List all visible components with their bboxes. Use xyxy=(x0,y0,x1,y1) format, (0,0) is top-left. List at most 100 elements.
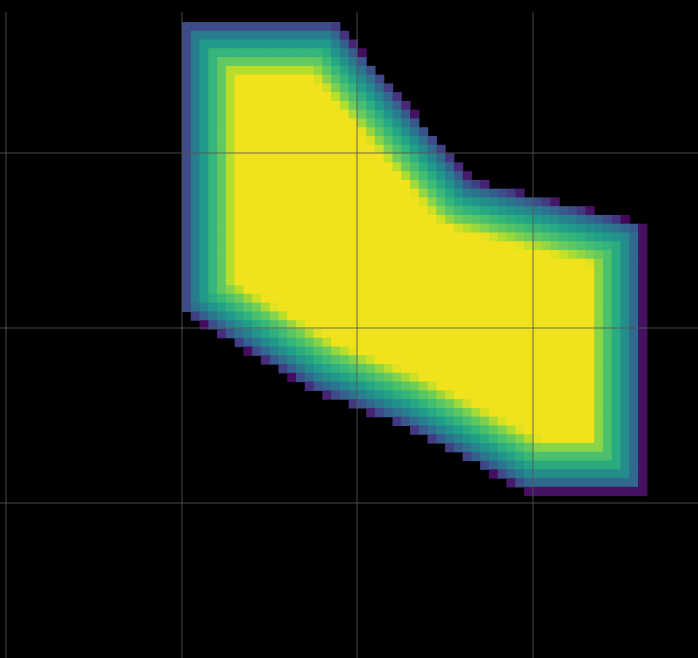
heatmap-cell xyxy=(462,197,473,207)
heatmap-cell xyxy=(339,57,350,67)
heatmap-cell xyxy=(515,372,525,383)
heatmap-cell xyxy=(339,197,350,207)
heatmap-cell xyxy=(427,136,437,146)
heatmap-cell xyxy=(243,328,253,339)
heatmap-cell xyxy=(322,346,332,356)
heatmap-cell xyxy=(217,223,227,234)
heatmap-cell xyxy=(225,250,236,260)
heatmap-cell xyxy=(436,179,446,190)
heatmap-cell xyxy=(331,267,341,277)
heatmap-cell xyxy=(532,223,543,234)
heatmap-cell xyxy=(357,337,367,348)
heatmap-cell xyxy=(480,460,490,470)
heatmap-cell xyxy=(453,355,464,365)
heatmap-cell xyxy=(182,118,192,128)
heatmap-cell xyxy=(357,127,367,137)
heatmap-cell xyxy=(357,302,367,313)
heatmap-cell xyxy=(594,478,604,488)
heatmap-cell xyxy=(506,206,516,216)
heatmap-cell xyxy=(462,171,473,181)
heatmap-cell xyxy=(199,241,209,251)
heatmap-cell xyxy=(497,258,508,269)
heatmap-cell xyxy=(269,355,280,365)
heatmap-cell xyxy=(269,223,280,234)
heatmap-cell xyxy=(392,311,402,321)
heatmap-cell xyxy=(366,232,376,242)
heatmap-cell xyxy=(278,30,288,41)
heatmap-cell xyxy=(594,241,604,251)
heatmap-cell xyxy=(366,267,376,277)
heatmap-cell xyxy=(243,302,253,313)
heatmap-cell xyxy=(313,232,323,242)
heatmap-cell xyxy=(567,416,578,427)
heatmap-cell xyxy=(620,223,630,234)
heatmap-cell xyxy=(208,100,218,111)
heatmap-cell xyxy=(260,83,271,93)
heatmap-cell xyxy=(199,136,209,146)
heatmap-cell xyxy=(410,118,420,128)
heatmap-cell xyxy=(515,258,525,269)
heatmap-cell xyxy=(506,364,516,374)
heatmap-cell xyxy=(225,171,236,181)
heatmap-cell xyxy=(269,346,280,356)
heatmap-cell xyxy=(471,276,481,286)
heatmap-cell xyxy=(567,364,578,374)
heatmap-cell xyxy=(550,346,560,356)
heatmap-cell xyxy=(278,65,288,76)
heatmap-cell xyxy=(401,416,411,427)
heatmap-cell xyxy=(401,311,411,321)
heatmap-cell xyxy=(541,311,551,321)
heatmap-cell xyxy=(322,57,332,67)
heatmap-cell xyxy=(418,241,429,251)
heatmap-cell xyxy=(506,250,516,260)
heatmap-cell xyxy=(401,337,411,348)
heatmap-cell xyxy=(638,250,648,260)
heatmap-cell xyxy=(602,364,613,374)
heatmap-cell xyxy=(322,276,332,286)
heatmap-cell xyxy=(550,311,560,321)
heatmap-cell xyxy=(532,241,543,251)
heatmap-cell xyxy=(436,197,446,207)
heatmap-cell xyxy=(296,302,306,313)
heatmap-cell xyxy=(225,22,236,32)
heatmap-cell xyxy=(182,250,192,260)
heatmap-cell xyxy=(366,381,376,391)
heatmap-cell xyxy=(374,144,385,155)
heatmap-cell xyxy=(567,478,578,488)
heatmap-cell xyxy=(445,293,455,304)
heatmap-cell xyxy=(208,118,218,128)
heatmap-cell xyxy=(313,302,323,313)
heatmap-cell xyxy=(392,153,402,163)
heatmap-cell xyxy=(427,276,437,286)
heatmap-cell xyxy=(260,250,271,260)
heatmap-cell xyxy=(225,30,236,41)
heatmap-cell xyxy=(304,92,315,102)
heatmap-cell xyxy=(383,214,394,225)
heatmap-cell xyxy=(436,390,446,400)
heatmap-cell xyxy=(594,364,604,374)
heatmap-cell xyxy=(304,100,315,111)
heatmap-cell xyxy=(269,30,280,41)
heatmap-cell xyxy=(296,57,306,67)
heatmap-cell xyxy=(392,223,402,234)
heatmap-cell xyxy=(252,179,262,190)
heatmap-cell xyxy=(234,223,244,234)
heatmap-cell xyxy=(199,144,209,155)
heatmap-cell xyxy=(366,276,376,286)
heatmap-cell xyxy=(383,223,394,234)
heatmap-cell xyxy=(199,320,209,330)
heatmap-cell xyxy=(278,241,288,251)
heatmap-cell xyxy=(348,399,358,409)
heatmap-cell xyxy=(559,302,569,313)
heatmap-cell xyxy=(620,337,630,348)
heatmap-cell xyxy=(445,285,455,295)
heatmap-cell xyxy=(620,381,630,391)
heatmap-cell xyxy=(515,250,525,260)
heatmap-cell xyxy=(427,267,437,277)
heatmap-cell xyxy=(506,355,516,365)
heatmap-cell xyxy=(559,223,569,234)
heatmap-cell xyxy=(611,311,622,321)
heatmap-cell xyxy=(225,214,236,225)
heatmap-cell xyxy=(287,162,297,172)
heatmap-cell xyxy=(410,276,420,286)
